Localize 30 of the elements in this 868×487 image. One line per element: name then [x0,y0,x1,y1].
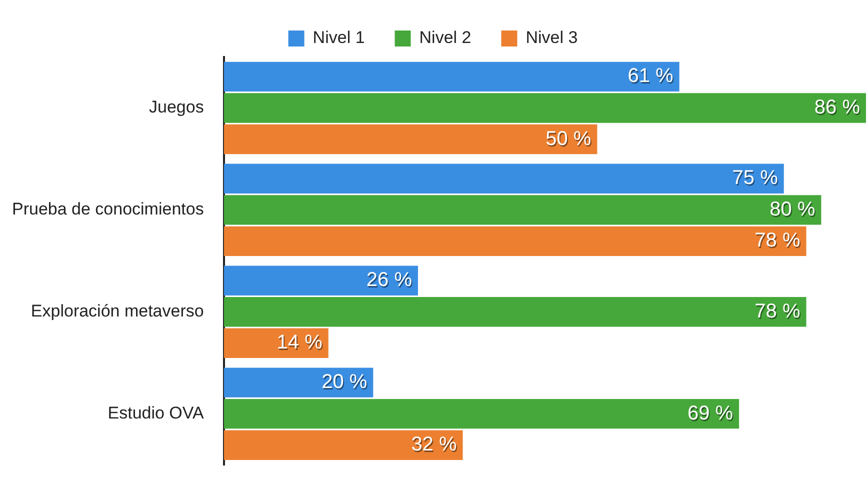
legend-label: Nivel 2 [419,28,472,48]
data-label: 86 % [815,98,862,120]
legend-label: Nivel 1 [312,28,365,48]
y-tick-label: Estudio OVA [108,404,204,423]
bar [224,124,598,154]
bar [224,226,806,256]
bar [224,266,418,296]
bar [224,368,374,398]
bar [224,430,463,460]
data-label: 26 % [367,270,414,293]
y-tick-label: Prueba de conocimientos [12,200,204,219]
legend-label: Nivel 3 [526,28,578,48]
data-label: 61 % [628,66,675,89]
data-label: 80 % [770,200,816,222]
data-label: 32 % [412,435,458,458]
bar [224,398,740,429]
y-tick-label: Juegos [149,98,204,117]
data-label: 14 % [278,333,324,356]
data-label: 75 % [733,168,780,191]
data-label: 20 % [322,372,368,395]
bar [224,62,680,92]
bar [224,195,822,225]
data-label: 50 % [546,129,592,152]
data-label: 69 % [688,404,734,426]
data-label: 78 % [756,231,802,254]
bar [224,164,784,194]
bar [224,297,806,327]
bar [224,93,866,123]
y-tick-label: Exploración metaverso [30,302,204,321]
data-label: 78 % [756,302,802,324]
